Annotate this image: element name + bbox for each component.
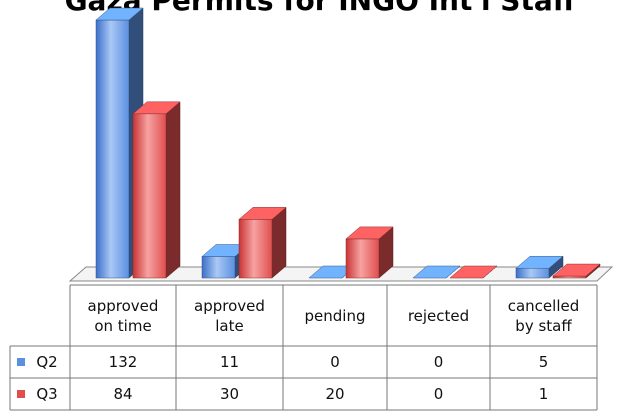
bar-side	[271, 206, 287, 279]
bar-front	[132, 113, 167, 279]
table-value: 20	[325, 385, 345, 403]
legend-key	[17, 390, 25, 398]
bar	[515, 255, 564, 279]
chart-title: Gaza Permits for INGO Int'l Staff	[65, 0, 576, 17]
bar-front	[238, 219, 273, 279]
bar-front	[515, 267, 550, 279]
table-value: 84	[113, 385, 133, 403]
bar-top	[412, 265, 461, 279]
table-value: 5	[538, 353, 549, 371]
table-value: 11	[219, 353, 240, 371]
bar-front	[345, 238, 380, 279]
legend-key	[17, 358, 25, 366]
legend-label: Q2	[36, 353, 58, 371]
bar-top	[345, 226, 394, 240]
bar	[345, 226, 394, 279]
category-label: rejected	[407, 306, 470, 325]
category-label: approved on time	[87, 296, 159, 335]
bar-side	[165, 101, 181, 279]
bar-front	[552, 275, 587, 279]
bar-top	[515, 255, 564, 269]
bar	[449, 265, 498, 279]
category-label: pending	[304, 306, 366, 325]
bar-top	[132, 101, 181, 115]
bar	[552, 263, 601, 279]
table-value: 0	[433, 353, 444, 371]
table-value: 0	[433, 385, 444, 403]
legend-label: Q3	[36, 385, 58, 403]
bar	[132, 101, 181, 279]
bar-top	[238, 207, 287, 220]
bar-front	[201, 256, 236, 279]
table-value: 0	[330, 353, 340, 371]
category-label: cancelled by staff	[507, 296, 580, 335]
table-value: 132	[108, 353, 138, 371]
category-label: approved late	[194, 296, 265, 335]
table-value: 30	[219, 385, 240, 403]
bar-top	[449, 265, 498, 279]
bar	[238, 206, 287, 279]
bar-front	[95, 19, 130, 279]
table-value: 1	[538, 385, 549, 403]
bar	[412, 265, 461, 279]
bar-top	[552, 263, 601, 277]
bar-top	[95, 7, 144, 21]
